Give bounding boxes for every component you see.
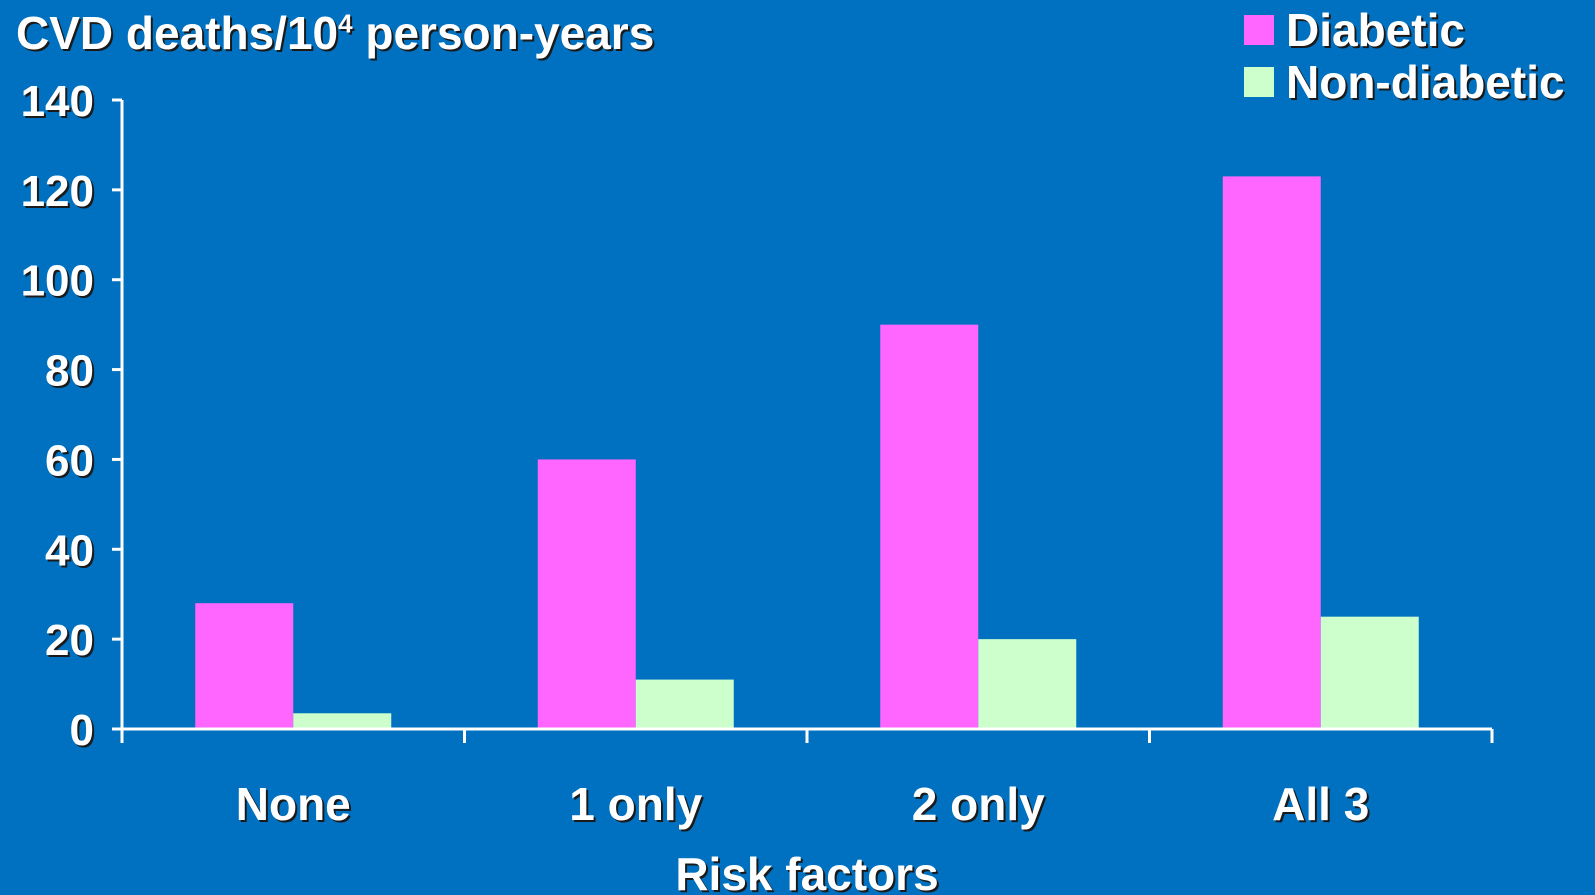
y-tick-label: 0 — [70, 706, 94, 755]
x-tick-label-shadow: 2 only — [914, 780, 1047, 832]
legend-swatch-non-diabetic — [1244, 67, 1274, 97]
legend-label-diabetic: Diabetic — [1286, 4, 1465, 56]
x-tick-label: 2 only — [912, 778, 1045, 830]
x-tick-label-shadow: All 3 — [1274, 780, 1371, 832]
y-tick-label-shadow: 120 — [23, 169, 96, 218]
y-axis-label-suffix: person-years — [352, 7, 655, 59]
bar-diabetic-1-only — [537, 459, 636, 729]
legend-item-diabetic: Diabetic — [1244, 4, 1565, 56]
y-tick-label-shadow: 140 — [23, 79, 96, 128]
bar-non-diabetic-1-only — [635, 679, 734, 729]
y-tick-label-shadow: 0 — [72, 708, 96, 757]
y-tick-label: 100 — [21, 257, 94, 306]
y-tick-label: 40 — [45, 526, 94, 575]
x-axis-title-shadow: Risk factors — [677, 850, 940, 895]
bar-non-diabetic-none — [293, 713, 392, 729]
y-axis-label-text: CVD deaths/10 — [16, 7, 339, 59]
x-tick-label: None — [236, 778, 351, 830]
bar-diabetic-2-only — [880, 324, 979, 729]
x-tick-label-shadow: None — [238, 780, 353, 832]
legend-item-non-diabetic: Non-diabetic — [1244, 56, 1565, 108]
bar-diabetic-all-3 — [1222, 176, 1321, 730]
x-axis-title: Risk factors — [675, 848, 938, 895]
y-tick-label: 140 — [21, 77, 94, 126]
x-tick-label: All 3 — [1272, 778, 1369, 830]
legend-swatch-diabetic — [1244, 15, 1274, 45]
y-axis-label-superscript: 4 — [338, 8, 353, 39]
y-tick-label-shadow: 20 — [47, 618, 96, 667]
y-tick-label: 20 — [45, 616, 94, 665]
bar-non-diabetic-2-only — [978, 639, 1077, 729]
y-tick-label: 120 — [21, 167, 94, 216]
y-tick-label-shadow: 100 — [23, 259, 96, 308]
y-tick-label: 60 — [45, 436, 94, 485]
bar-non-diabetic-all-3 — [1320, 616, 1419, 729]
x-tick-label-shadow: 1 only — [571, 780, 704, 832]
y-axis-label: CVD deaths/104 person-years — [16, 10, 654, 56]
y-tick-label: 80 — [45, 347, 94, 396]
legend-label-non-diabetic: Non-diabetic — [1286, 56, 1565, 108]
y-tick-label-shadow: 60 — [47, 438, 96, 487]
bar-diabetic-none — [195, 603, 294, 729]
y-tick-label-shadow: 40 — [47, 528, 96, 577]
x-tick-label: 1 only — [569, 778, 702, 830]
chart-legend: Diabetic Non-diabetic — [1244, 4, 1565, 108]
y-tick-label-shadow: 80 — [47, 349, 96, 398]
